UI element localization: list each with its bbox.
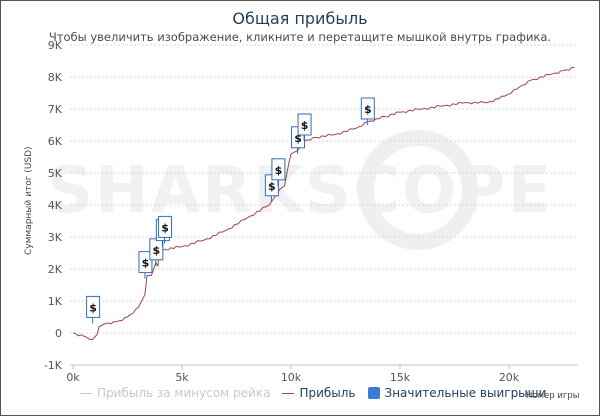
x-axis-label: Номер игры [526,391,580,401]
y-axis-ticks: -1K 0 1K 2K 3K 4K 5K 6K 7K 8K 9K [44,39,63,372]
svg-text:5K: 5K [48,167,63,180]
significant-win-flag[interactable]: $ [86,295,101,324]
svg-text:$: $ [364,103,372,116]
legend-item-rake-profit[interactable]: Прибыль за минусом рейка [80,386,270,400]
significant-win-flag[interactable]: $ [297,113,312,141]
profit-line[interactable] [72,66,575,341]
svg-text:$: $ [153,244,161,257]
svg-text:$: $ [268,180,276,193]
legend-label: Прибыль [299,386,356,400]
legend-item-profit[interactable]: Прибыль [282,386,356,400]
svg-text:2K: 2K [48,263,63,276]
svg-text:15k: 15k [390,371,411,384]
svg-text:$: $ [294,132,302,145]
svg-text:$: $ [161,221,169,234]
svg-text:3K: 3K [48,231,63,244]
svg-text:4K: 4K [48,199,63,212]
svg-text:10k: 10k [281,371,302,384]
legend-label: Значительные выигрыши [384,386,547,400]
grid-lines [70,44,578,366]
legend-box-icon [367,387,380,399]
x-axis-ticks: 0k 5k 10k 15k 20k [66,365,520,384]
svg-text:20k: 20k [499,371,520,384]
significant-win-flag[interactable]: $ [138,251,153,279]
svg-text:$: $ [275,164,283,177]
svg-text:0: 0 [55,327,62,340]
legend-label: Прибыль за минусом рейка [97,386,271,400]
legend: Прибыль за минусом рейка Прибыль Значите… [80,386,552,400]
svg-text:0k: 0k [66,371,80,384]
svg-text:$: $ [301,119,309,132]
svg-text:7K: 7K [48,103,63,116]
significant-win-flag[interactable]: $ [360,97,375,125]
svg-text:-1K: -1K [44,359,63,372]
svg-text:$: $ [89,301,97,314]
svg-text:5k: 5k [175,371,189,384]
sharkscope-watermark: SHARKSCOPE [47,130,551,250]
svg-text:9K: 9K [48,39,63,52]
significant-win-flag[interactable]: $ [271,158,286,186]
y-axis-label: Суммарный итог (USD) [24,146,34,255]
svg-text:8K: 8K [48,71,63,84]
svg-text:1K: 1K [48,295,63,308]
significant-win-flag[interactable]: $ [158,215,173,244]
chart-title: Общая прибыль [232,9,368,28]
legend-line-icon [80,392,92,394]
legend-line-icon [282,392,295,394]
legend-item-significant-wins[interactable]: Значительные выигрыши [367,386,547,400]
significant-win-markers[interactable]: $$$$$$$$$$ [86,97,375,324]
svg-text:6K: 6K [48,135,63,148]
svg-text:$: $ [142,257,150,270]
chart-subtitle: Чтобы увеличить изображение, кликните и … [48,30,552,44]
